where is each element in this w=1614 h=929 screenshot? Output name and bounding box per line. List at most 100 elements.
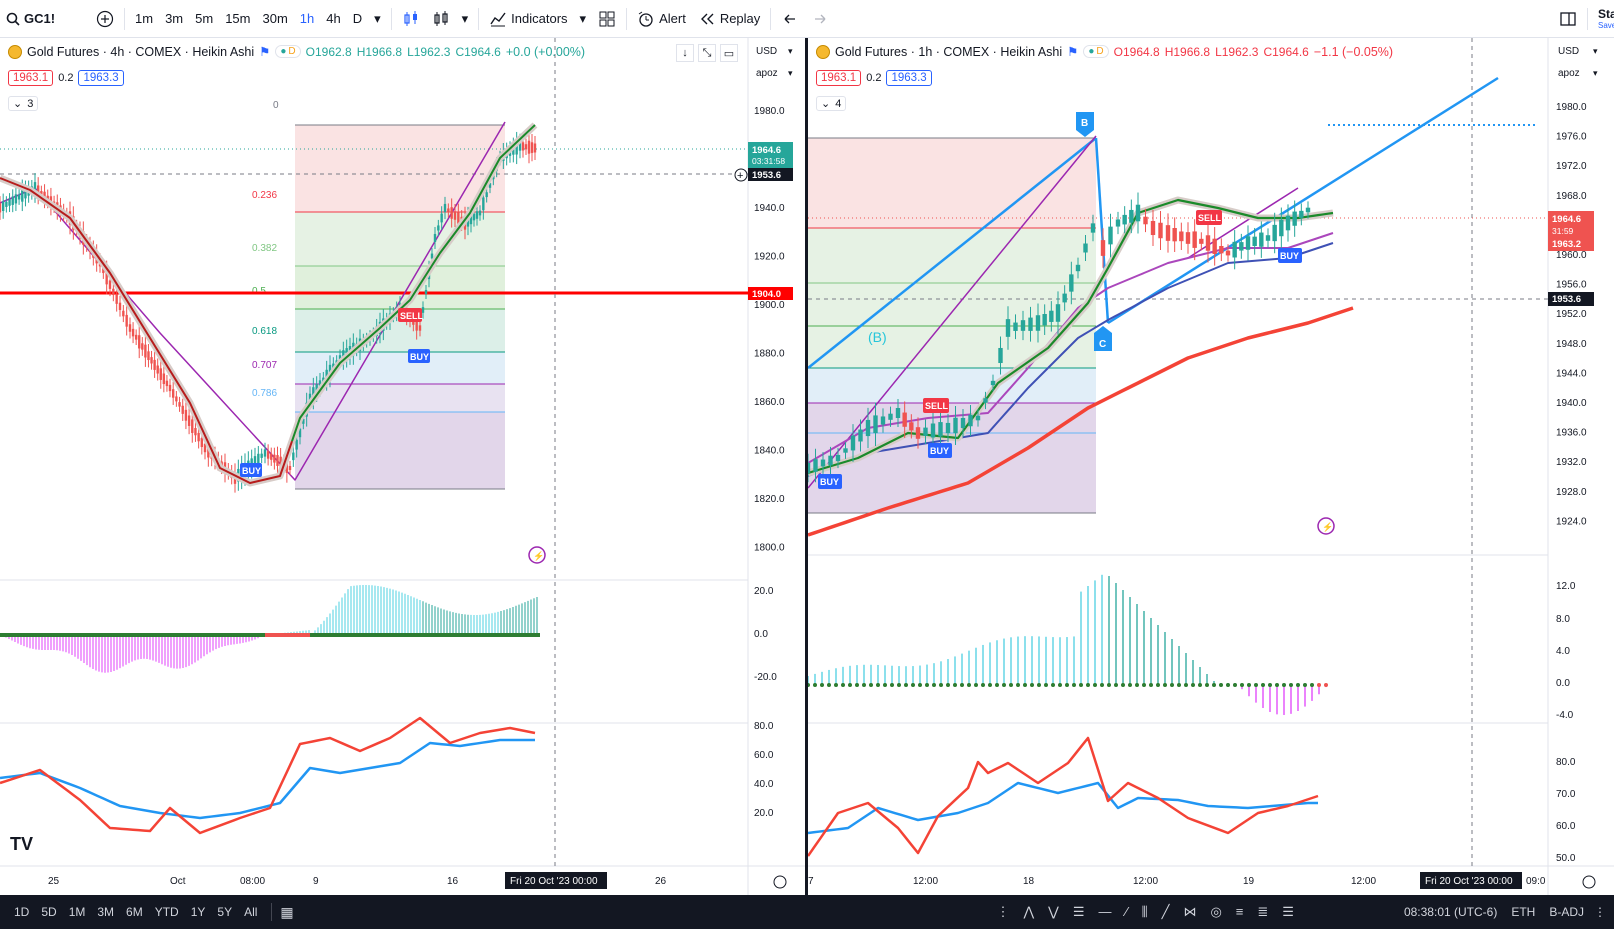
bars-pattern-icon[interactable]: ⫼ [1141,904,1148,919]
candle-body [270,453,273,460]
maximize-icon[interactable]: ▭ [720,44,738,62]
candle-body [902,412,907,427]
fib-retracement-icon[interactable]: ☰ [1072,904,1085,919]
compare-button[interactable] [90,0,120,38]
arrow-down-icon[interactable]: ↓ [676,44,694,62]
wave-abc-icon[interactable]: ⋀ [1023,904,1035,919]
wave-abcde-icon[interactable]: ⋁ [1048,904,1059,919]
range-3M[interactable]: 3M [97,905,115,919]
macd-zero-dot [946,683,950,687]
redo-icon [815,14,826,23]
interval-3m[interactable]: 3m [165,11,184,26]
right-collapse-toggle[interactable]: ⌄ 4 [816,96,847,111]
chart-type-dropdown[interactable]: ▾ [461,10,469,26]
macd-tick: -4.0 [1556,710,1574,721]
trend-line-icon[interactable]: ⁄ [1125,904,1128,919]
right-legend-title[interactable]: Gold Futures · 1h · COMEX · Heikin Ashi [835,44,1063,59]
session-label[interactable]: ETH [1511,905,1536,919]
interval-1h[interactable]: 1h [299,11,315,26]
ray-icon[interactable]: ╱ [1161,904,1170,919]
range-1M[interactable]: 1M [68,905,86,919]
macd-zero-dot [932,683,936,687]
xabcd-icon[interactable]: ⋈ [1183,904,1197,919]
save-button[interactable]: Sta Save [1592,0,1614,38]
regression-icon[interactable]: ≣ [1257,904,1269,919]
sidebar-layout-icon [1560,11,1576,26]
lightning-icon[interactable] [528,546,546,564]
left-collapse-toggle[interactable]: ⌄ 3 [8,96,39,111]
right-chart-pane[interactable]: USDapoz▾▾1980.01976.01972.01968.01964.01… [808,38,1614,895]
market-status[interactable]: ● D [1083,45,1109,58]
more-icon[interactable]: ⋮ [1594,905,1606,919]
fib-spiral-icon[interactable]: ◎ [1210,904,1222,919]
clock-label[interactable]: 08:38:01 (UTC-6) [1403,905,1498,919]
range-6M[interactable]: 6M [126,905,143,919]
chart-type-bars-button[interactable] [426,0,456,38]
macd-zero-dot [1317,683,1321,687]
macd-zero-dot [981,683,985,687]
candle-body [288,465,292,471]
settings-gear-icon[interactable] [1582,875,1596,889]
indicators-button[interactable]: Indicators [483,0,573,38]
candle-body [1185,232,1191,244]
adj-label[interactable]: B-ADJ [1549,905,1584,919]
candle-body [983,398,988,403]
interval-D[interactable]: D [352,11,363,26]
menu-lines-icon[interactable]: ☰ [1282,904,1294,919]
rsi-line-red [808,736,1319,857]
symbol-search[interactable]: GC1! [0,0,90,38]
price-tick: 1956.0 [1556,280,1587,291]
add-alert-icon[interactable] [734,168,748,182]
signal-buy-label: BUY [820,477,839,487]
range-1D[interactable]: 1D [14,905,30,919]
interval-dropdown[interactable]: ▾ [374,10,381,26]
lightning-icon[interactable] [1317,517,1335,535]
range-YTD[interactable]: YTD [154,905,179,919]
range-5Y[interactable]: 5Y [217,905,233,919]
market-status[interactable]: ● D [275,45,301,58]
horizontal-line-icon[interactable]: ― [1098,904,1112,919]
undo-button[interactable] [775,0,805,38]
left-legend-title[interactable]: Gold Futures · 4h · COMEX · Heikin Ashi [27,44,255,59]
alert-button[interactable]: Alert [631,0,692,38]
replay-button[interactable]: Replay [692,0,766,38]
price-tag-cross [748,168,793,181]
bottom-toolbar: 1D 5D 1M 3M 6M YTD 1Y 5Y All ▦ ⋮ ⋀ ⋁ ☰ ― ⁄ ⫼ ╱ ⋈… [0,895,1614,929]
macd-zero-dot [1170,683,1174,687]
candle-body [257,453,260,464]
range-All[interactable]: All [244,905,258,919]
left-chart-pane[interactable]: USDapoz▾▾1980.01960.01940.01920.01900.01… [0,38,805,895]
macd-zero-dot [1275,683,1279,687]
time-tick: 9 [313,876,319,887]
parallel-channel-icon[interactable]: ≡ [1235,904,1244,919]
signal-buy-label: BUY [410,352,429,362]
candle-body [1,201,5,211]
drag-handle-icon[interactable]: ⋮ [996,904,1010,919]
collapse-arrows-icon[interactable]: ⤡ [698,44,716,62]
settings-gear-icon[interactable] [773,875,787,889]
chart-type-candles-button[interactable] [396,0,426,38]
candle-body [131,328,135,337]
layout-toggle-button[interactable] [1553,0,1583,38]
interval-15m[interactable]: 15m [225,11,251,26]
redo-button[interactable] [805,0,835,38]
pane-divider[interactable] [805,38,808,895]
indicators-dropdown[interactable]: ▾ [579,10,587,26]
trend-line-blue[interactable] [808,137,1097,369]
calendar-icon[interactable]: ▦ [280,903,294,920]
macd-tick: 0.0 [1556,678,1570,689]
interval-30m[interactable]: 30m [262,11,288,26]
candle-body [276,455,279,466]
trend-line-blue[interactable] [1107,76,1499,325]
interval-5m[interactable]: 5m [195,11,214,26]
candle-body [1179,231,1184,242]
ma-line-bear [0,177,293,484]
templates-button[interactable] [592,0,622,38]
candle-body [1069,274,1074,292]
candle-body [1172,228,1177,242]
interval-4h[interactable]: 4h [326,11,341,26]
range-1Y[interactable]: 1Y [190,905,206,919]
macd-zero-dot [1142,683,1146,687]
range-5D[interactable]: 5D [41,905,57,919]
interval-1m[interactable]: 1m [135,11,154,26]
